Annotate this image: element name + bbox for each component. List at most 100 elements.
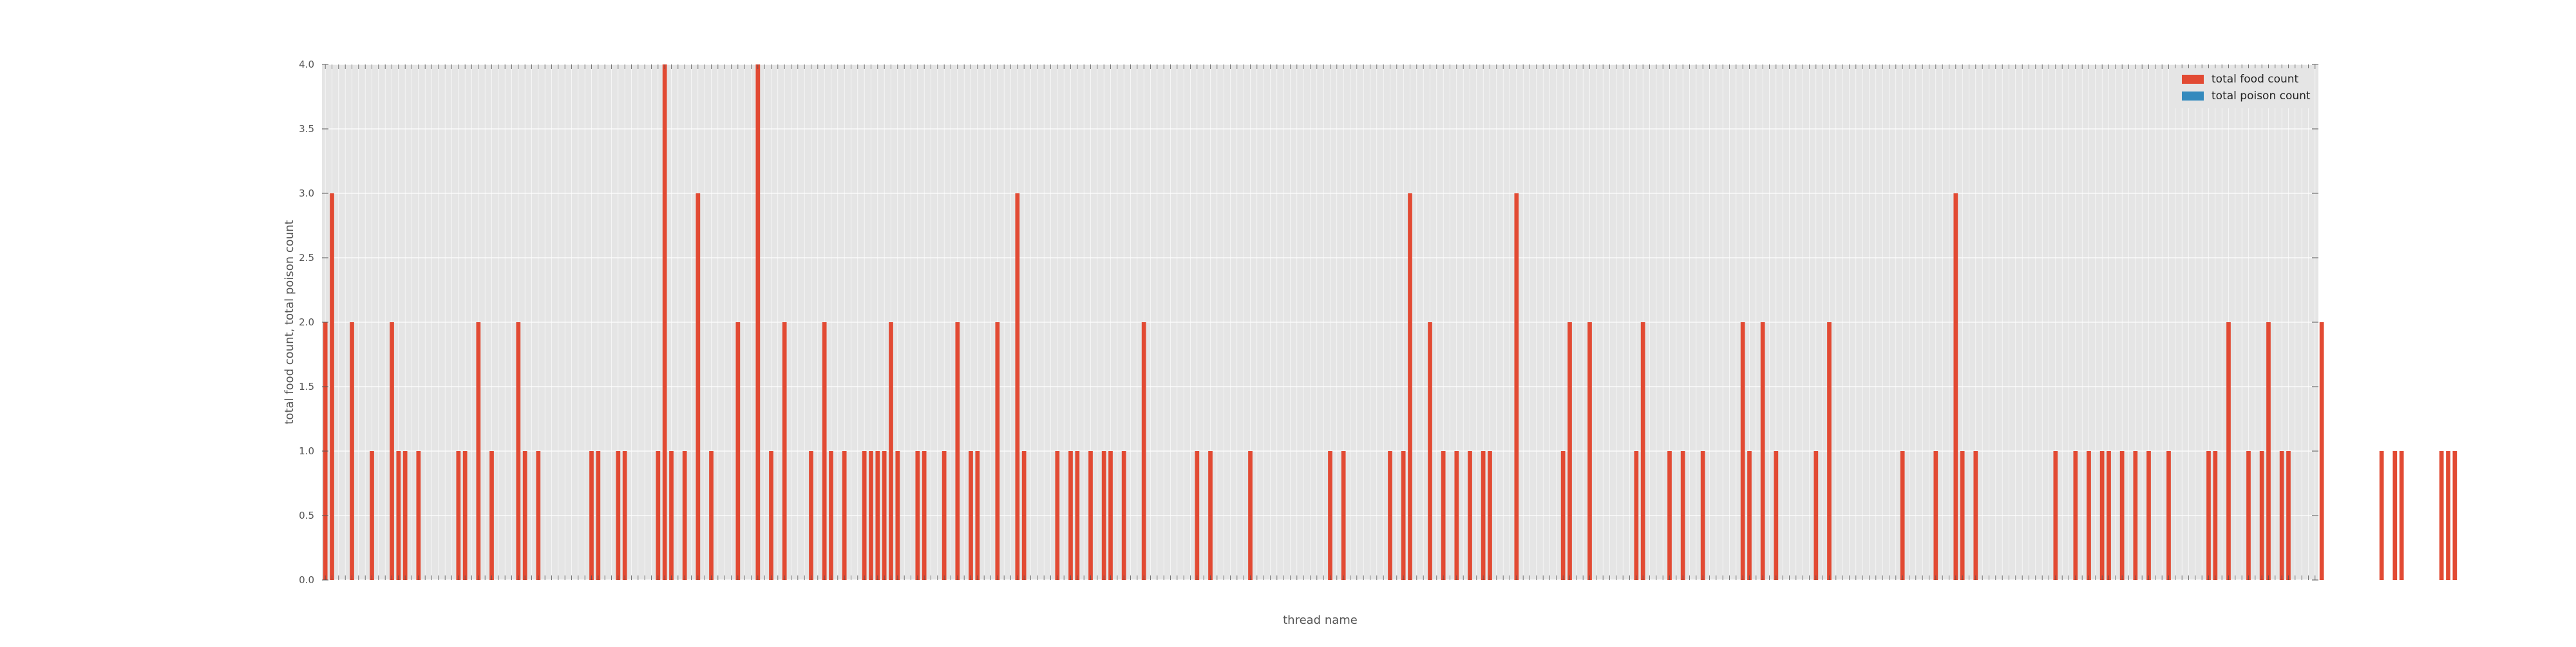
bar-food-count (2266, 322, 2271, 580)
bar-food-count (1248, 451, 1253, 580)
bar-food-count (882, 451, 887, 580)
bar-food-count (656, 451, 661, 580)
bar-food-count (769, 451, 773, 580)
bar-food-count (809, 451, 813, 580)
bar-food-count (462, 451, 468, 580)
bar-food-count (1960, 451, 1965, 580)
bar-food-count (390, 322, 394, 580)
y-axis-label: total food count, total poison count (283, 220, 296, 424)
bar-food-count (1101, 451, 1106, 580)
bar-food-count (1827, 322, 1832, 580)
bar-food-count (2452, 451, 2458, 580)
bar-food-count (1055, 451, 1060, 580)
bar-food-count (1088, 451, 1093, 580)
bar-food-count (1401, 451, 1406, 580)
bar-food-count (1567, 322, 1572, 580)
bar-food-count (955, 322, 960, 580)
bar-food-count (1468, 451, 1472, 580)
bar-food-count (1814, 451, 1819, 580)
y-axis-ticks: 0.0 0.5 1.0 1.5 2.0 2.5 3.0 3.5 4.0 (299, 59, 2318, 586)
bar-food-count (1640, 322, 1645, 580)
bar-food-count (889, 322, 893, 580)
bar-food-count (536, 451, 541, 580)
bar-food-count (2073, 451, 2078, 580)
bar-food-count (1068, 451, 1073, 580)
bar-food-count (2146, 451, 2151, 580)
bar-food-count (402, 451, 408, 580)
bar-food-count (589, 451, 594, 580)
bar-food-count (1514, 193, 1519, 580)
bar-food-count (2226, 322, 2231, 580)
bar-food-count (1328, 451, 1332, 580)
bar-food-count (2399, 451, 2404, 580)
bar-food-count (829, 451, 833, 580)
y-tick-label: 0.5 (299, 510, 314, 521)
bar-food-count (735, 322, 741, 580)
bar-food-count (1388, 451, 1392, 580)
bar-food-count (1408, 193, 1412, 580)
bar-food-count (2446, 451, 2450, 580)
bar-food-count (416, 451, 421, 580)
bar-food-count (1208, 451, 1213, 580)
bar-food-count (2213, 451, 2218, 580)
legend: total food count total poison count (2170, 68, 2313, 108)
bar-food-count (2099, 451, 2105, 580)
bar-food-count (1560, 451, 1566, 580)
bar-food-count (350, 322, 354, 580)
bar-food-count (2119, 451, 2125, 580)
bar-food-count (1747, 451, 1752, 580)
bar-food-count (522, 451, 527, 580)
bar-food-count (2133, 451, 2138, 580)
y-tick-label: 0.0 (299, 574, 314, 586)
bar-food-count (1481, 451, 1486, 580)
legend-label-food: total food count (2211, 73, 2299, 86)
bar-food-count (1587, 322, 1592, 580)
bar-food-count (869, 451, 873, 580)
bar-food-count (1667, 451, 1672, 580)
bar-food-count (709, 451, 714, 580)
bar-food-count (1108, 451, 1113, 580)
bar-food-count (1700, 451, 1705, 580)
bar-food-count (2107, 451, 2111, 580)
bar-food-count (895, 451, 900, 580)
bar-food-count (370, 451, 374, 580)
bar-food-count (616, 451, 621, 580)
bar-food-count (842, 451, 847, 580)
bar-food-count (1021, 451, 1027, 580)
y-tick-label: 1.0 (299, 445, 314, 457)
y-tick-label: 3.5 (299, 123, 314, 135)
bar-food-count (396, 451, 401, 580)
bar-food-count (2319, 322, 2324, 580)
bar-food-count (669, 451, 674, 580)
bar-food-count (995, 322, 1000, 580)
bar-food-count (2259, 451, 2264, 580)
bar-food-count (2166, 451, 2171, 580)
bar-food-count (1341, 451, 1346, 580)
y-tick-label: 4.0 (299, 59, 314, 70)
bar-food-count (682, 451, 687, 580)
bar-food-count (2286, 451, 2291, 580)
bar-food-count (456, 451, 461, 580)
bar-food-count (2206, 451, 2211, 580)
bar-food-count (516, 322, 521, 580)
bar-food-count (875, 451, 880, 580)
legend-swatch-poison (2182, 92, 2204, 101)
bar-food-count (622, 451, 627, 580)
bar-food-count (1760, 322, 1765, 580)
bar-food-count (1141, 322, 1146, 580)
y-tick-label: 2.5 (299, 252, 314, 264)
bar-food-count (489, 451, 494, 580)
x-axis-label: thread name (1283, 613, 1358, 627)
bar-food-count (2053, 451, 2058, 580)
bar-food-count (922, 451, 927, 580)
bar-food-count (1015, 193, 1020, 580)
y-tick-label: 2.0 (299, 316, 314, 328)
bar-food-count (2087, 451, 2091, 580)
bar-food-count (596, 451, 601, 580)
bar-food-count (662, 64, 667, 580)
bar-food-count (696, 193, 701, 580)
bar-food-count (782, 322, 787, 580)
y-tick-label: 1.5 (299, 381, 314, 392)
